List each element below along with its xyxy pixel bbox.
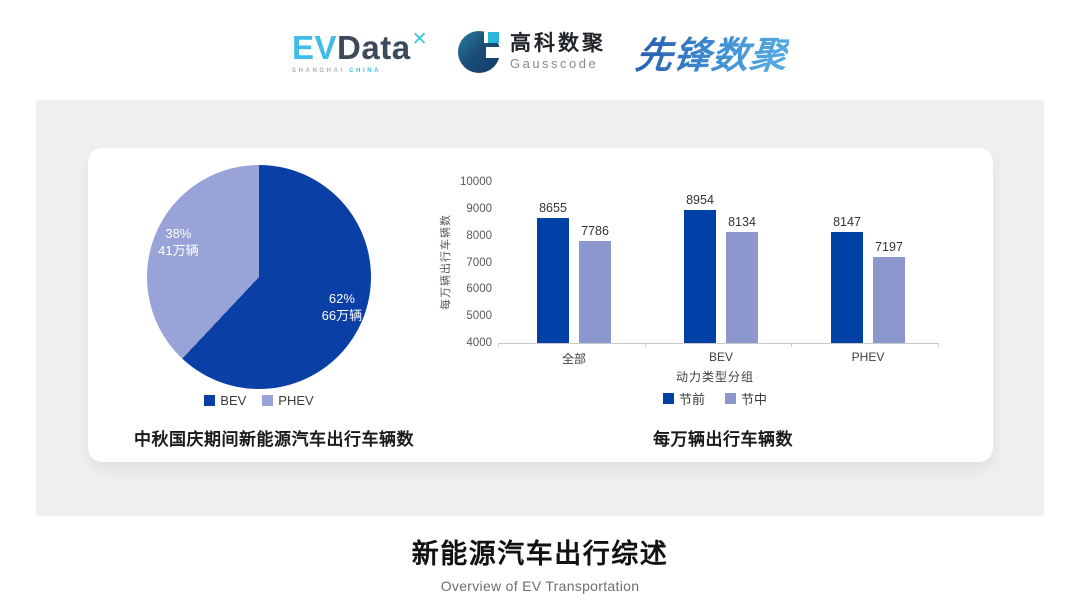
y-tick-label: 6000 [466,283,492,296]
legend-swatch [725,393,736,404]
y-tick-label: 7000 [466,256,492,269]
bar-legend-item: 节中 [725,389,767,408]
pie-chart-title: 中秋国庆期间新能源汽车出行车辆数 [134,430,414,449]
bar-value-label: 8655 [539,201,567,216]
bar-chart: 每万辆出行车辆数 动力类型分组 节前 节中 4000 5000 6000 7000 800… [88,148,993,462]
x-category-label: PHEV [851,350,885,364]
pie-legend-item: PHEV [262,393,314,408]
bar-legend-item: 节前 [662,389,705,408]
pie-chart: 62% 66万辆 38% 41万辆 [147,165,371,389]
legend-label: 节中 [741,392,768,407]
evdata-ev-text: EV [292,29,338,66]
pie-legend-item: BEV [204,393,246,408]
gausscode-g-icon [457,30,501,73]
evdata-x-icon: ✕ [411,29,428,50]
bar-value-label: 7786 [581,224,609,239]
bar-节中-BEV [726,232,758,343]
axis-tick-mark [938,343,939,347]
page-subtitle: Overview of EV Transportation [440,578,640,594]
bar-value-label: 8954 [686,193,714,208]
bar-x-axis-line [498,343,938,344]
evdata-logo: EVData✕ SHANGHAI CHINA [292,30,428,74]
legend-label: BEV [220,393,247,408]
x-category-label: BEV [708,350,733,364]
bar-legend: 节前 节中 [613,389,817,408]
pioneer-logo-text: 先锋数聚 [633,25,791,79]
footer: 新能源汽车出行综述 Overview of EV Transportation [0,532,1080,594]
pie-slice-label: 38% 41万辆 [158,226,199,259]
axis-tick-mark [644,343,646,347]
gausscode-en-text: Gausscode [509,55,599,71]
bar-value-label: 8134 [728,215,756,230]
logo-bar: EVData✕ SHANGHAI CHINA 高科数聚 Gausscode 先锋… [0,20,1080,84]
page-title: 新能源汽车出行综述 [411,539,669,569]
evdata-china-text: CHINA [349,68,382,74]
legend-label: 节前 [678,392,705,407]
legend-swatch [204,395,216,406]
legend-swatch [662,393,674,404]
bar-x-axis-title: 动力类型分组 [675,370,754,384]
y-tick-label: 9000 [466,202,492,215]
y-tick-label: 10000 [460,176,492,188]
pie-legend: BEV PHEV [133,393,385,408]
legend-label: PHEV [278,393,314,408]
gausscode-logo: 高科数聚 Gausscode [457,30,606,73]
axis-tick-mark [791,343,793,347]
pie-slice-label: 62% 66万辆 [321,291,363,324]
evdata-data-text: Data [337,29,411,66]
evdata-shanghai-text: SHANGHAI [292,68,345,74]
bar-节中-PHEV [873,257,905,343]
bar-value-label: 8147 [833,214,861,229]
bar-value-label: 7197 [875,240,903,255]
gausscode-cn-text: 高科数聚 [509,32,606,56]
y-tick-label: 4000 [466,337,492,349]
bar-节中-全部 [579,241,611,343]
bar-chart-title: 每万辆出行车辆数 [653,430,793,449]
legend-swatch [262,395,274,406]
evdata-wordmark: EVData✕ [292,30,428,64]
bar-节前-BEV [684,210,716,343]
x-category-label: 全部 [561,352,586,366]
y-tick-label: 5000 [466,310,492,323]
bar-节前-PHEV [831,231,863,343]
evdata-subline: SHANGHAI CHINA [292,68,428,74]
y-tick-label: 8000 [466,229,492,242]
axis-tick-mark [498,343,499,347]
bar-节前-全部 [537,218,569,343]
chart-card: 62% 66万辆 38% 41万辆 BEV PHEV 中秋国庆期间新能源汽车出行车辆数 … [88,148,993,462]
